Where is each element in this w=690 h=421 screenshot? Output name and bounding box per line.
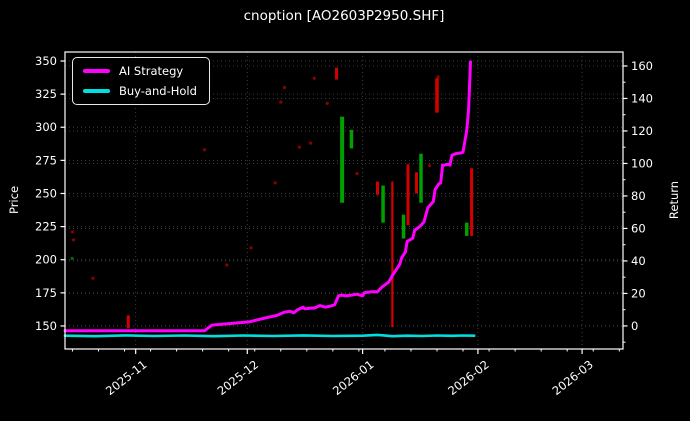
x-tick-label: 2025-12 [215, 357, 261, 398]
strategy-line [63, 60, 472, 333]
plot-border [64, 51, 624, 350]
price-dot [282, 85, 287, 90]
legend-label: AI Strategy [119, 64, 184, 78]
y-tick-label-right: 140 [631, 91, 653, 105]
y-tick-label-right: 160 [631, 59, 653, 73]
buyhold-line [63, 333, 476, 338]
legend: AI Strategy Buy-and-Hold [72, 57, 210, 105]
y-tick-label-left: 275 [35, 153, 57, 167]
y-tick-label-left: 200 [35, 253, 57, 267]
price-dot [325, 101, 329, 105]
price-dot [308, 141, 313, 145]
price-dot [297, 145, 301, 149]
buyhold-line-swatch [83, 89, 110, 93]
y-tick-label-right: 80 [631, 189, 646, 203]
legend-item-ai-strategy: AI Strategy [83, 64, 199, 78]
legend-item-buy-and-hold: Buy-and-Hold [83, 84, 199, 98]
y-tick-label-right: 40 [631, 254, 646, 268]
x-tick-label: 2026-03 [549, 357, 595, 398]
price-dot [225, 263, 229, 267]
price-dot [436, 75, 440, 79]
page-title: cnoption [AO2603P2950.SHF] [243, 8, 445, 24]
price-dot [355, 172, 359, 176]
price-dot [70, 230, 75, 234]
y-tick-label-right: 120 [631, 124, 653, 138]
y-tick-label-left: 350 [35, 54, 57, 68]
price-dot [249, 246, 253, 250]
y-tick-label-left: 225 [35, 220, 57, 234]
x-tick-label: 2026-02 [445, 357, 491, 398]
price-dot [91, 276, 95, 280]
price-dot [273, 181, 277, 185]
price-dot [71, 238, 76, 242]
strategy-line-swatch [83, 69, 110, 73]
price-dot [279, 100, 283, 104]
y-tick-label-right: 60 [631, 221, 646, 235]
y-tick-label-left: 325 [35, 87, 57, 101]
x-tick-label: 2025-11 [103, 357, 149, 398]
price-dot [202, 148, 207, 152]
y-tick-label-left: 250 [35, 186, 57, 200]
y-tick-label-right: 20 [631, 286, 646, 300]
y-tick-label-left: 300 [35, 120, 57, 134]
price-dot [427, 164, 432, 168]
y-tick-label-left: 150 [35, 319, 57, 333]
legend-label: Buy-and-Hold [119, 84, 197, 98]
y-tick-label-right: 100 [631, 156, 653, 170]
x-tick-label: 2026-01 [330, 357, 376, 398]
price-dot [312, 76, 316, 80]
y-tick-label-right: 0 [631, 319, 638, 333]
price-dot [70, 256, 74, 260]
y-tick-label-left: 175 [35, 286, 57, 300]
